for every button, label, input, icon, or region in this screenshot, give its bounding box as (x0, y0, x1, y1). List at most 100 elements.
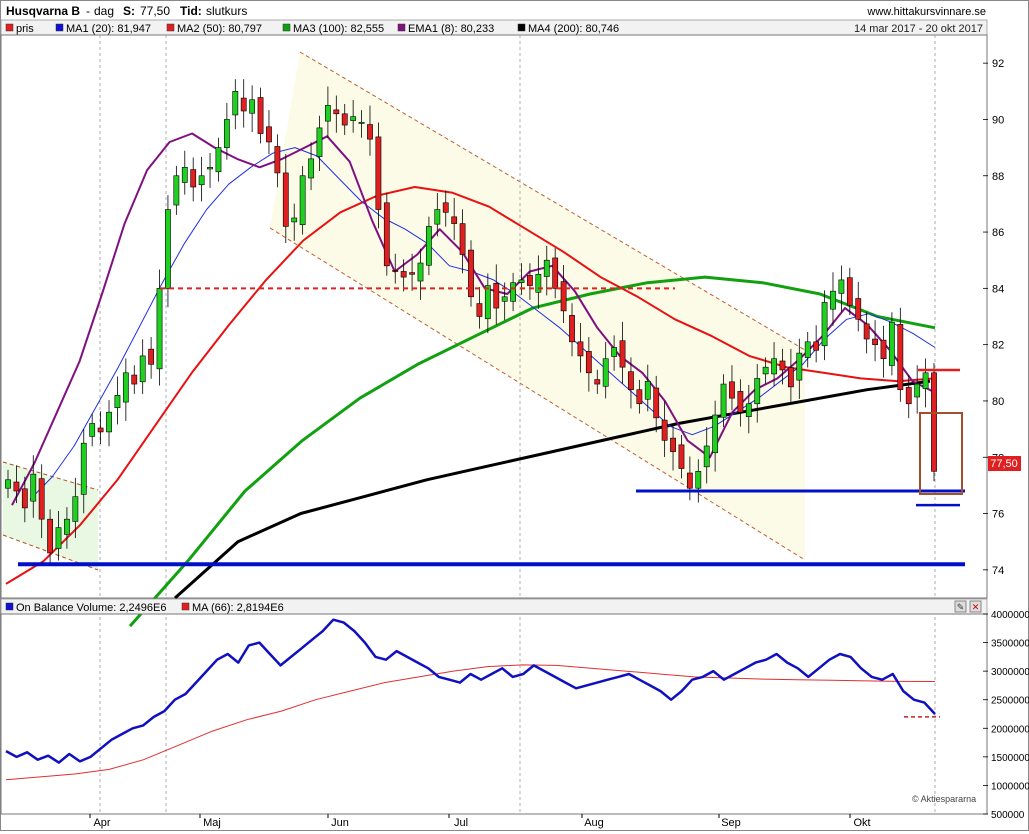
candle-body (762, 366, 769, 375)
header-close-label: S: (123, 4, 135, 18)
candle-body (644, 380, 651, 400)
candle-body (367, 124, 373, 140)
candle-body (611, 347, 618, 357)
watermark: © Aktiespararna (912, 794, 976, 804)
candle-body (796, 352, 803, 381)
highlight-box (919, 412, 963, 495)
candle-body (459, 223, 466, 255)
header-time-label: Tid: (180, 4, 202, 18)
candle-body (383, 202, 390, 267)
candle-body (215, 147, 222, 173)
candle-body (569, 315, 575, 343)
candle-body (223, 119, 230, 148)
header-sep: - (86, 4, 90, 18)
ma20-line (29, 147, 936, 500)
candle-body (400, 271, 407, 278)
header-range: 14 mar 2017 - 20 okt 2017 (854, 23, 983, 35)
legend-label: EMA1 (8): 80,233 (408, 23, 494, 35)
obv-tick-label: 3000000 (991, 667, 1029, 678)
candle-body (695, 471, 702, 489)
candle-body (291, 217, 298, 223)
candle-body (830, 290, 836, 310)
candle-body (5, 479, 11, 489)
candle-body (190, 169, 197, 188)
candle-body (821, 302, 828, 347)
candle-body (131, 374, 138, 385)
price-tag: 77,50 (988, 456, 1021, 471)
x-tick-label: Jun (331, 817, 349, 829)
obv-tick-label: 1000000 (991, 781, 1029, 792)
candle-body (484, 285, 491, 320)
candle-body (510, 282, 516, 302)
legend-swatch (166, 23, 175, 32)
x-tick-label: Jul (454, 817, 468, 829)
svg-text:✎: ✎ (957, 602, 965, 612)
candle-body (30, 473, 37, 502)
candle-body (636, 389, 643, 405)
candle-body (922, 372, 929, 389)
candle-body (855, 298, 862, 320)
candle-body (139, 355, 146, 383)
obv-tick-label: 500000 (991, 810, 1025, 821)
candle-body (122, 372, 129, 403)
candle-body (897, 324, 904, 390)
price-tag-text: 77,50 (990, 458, 1018, 470)
x-tick-label: Okt (853, 817, 870, 829)
price-tick-label: 76 (992, 509, 1004, 521)
candle-body (771, 358, 777, 375)
wrench-icon[interactable] (954, 600, 967, 613)
candle-body (745, 403, 752, 418)
candle-body (64, 518, 70, 535)
price-tick-label: 82 (992, 340, 1004, 352)
candle-body (493, 282, 500, 309)
x-tick-label: Sep (721, 817, 741, 829)
channel-line-left-upper (2, 461, 99, 491)
candle-body (97, 427, 104, 433)
obv-legend-label: MA (66): 2,8194E6 (192, 602, 284, 614)
candle-body (299, 175, 306, 226)
candle-body (838, 279, 845, 294)
obv-tick-label: 4000000 (991, 610, 1029, 621)
candle-body (914, 383, 921, 398)
candle-body (661, 419, 668, 441)
candle-body (501, 296, 508, 302)
candle-body (905, 387, 912, 405)
candle-body (846, 277, 853, 306)
candle-body (274, 146, 281, 174)
header-time-value: slutkurs (206, 4, 247, 18)
obv-legend-label: On Balance Volume: 2,2496E6 (16, 602, 166, 614)
candle-body (249, 99, 256, 114)
legend-label: MA4 (200): 80,746 (528, 23, 619, 35)
candle-body (619, 340, 626, 368)
candle-body (602, 358, 609, 387)
candle-body (232, 91, 239, 116)
candle-body (392, 270, 399, 272)
candle-body (442, 202, 449, 213)
candle-body (257, 97, 264, 134)
candle-body (207, 167, 213, 170)
candle-body (47, 518, 53, 554)
candle-body (173, 175, 180, 206)
price-tick-label: 88 (992, 171, 1004, 183)
candle-body (409, 272, 415, 275)
obv-legend-swatch (181, 602, 190, 611)
ma200-line (173, 379, 931, 600)
candle-body (417, 262, 424, 282)
candle-body (324, 105, 331, 122)
candle-body (350, 116, 357, 121)
legend-swatch (397, 23, 406, 32)
obv-legend: On Balance Volume: 2,2496E6 MA (66): 2,81… (5, 602, 284, 614)
obv-ma-line (5, 664, 936, 781)
candle-body (872, 338, 878, 345)
candle-body (72, 496, 79, 522)
legend-label: pris (16, 23, 34, 35)
candle-body (308, 158, 314, 179)
close-panel-icon[interactable] (969, 600, 982, 613)
candle-body (737, 391, 744, 413)
x-tick-label: Apr (93, 817, 110, 829)
candle-body (678, 444, 685, 469)
candle-body (594, 379, 601, 385)
legend-swatch (517, 23, 526, 32)
